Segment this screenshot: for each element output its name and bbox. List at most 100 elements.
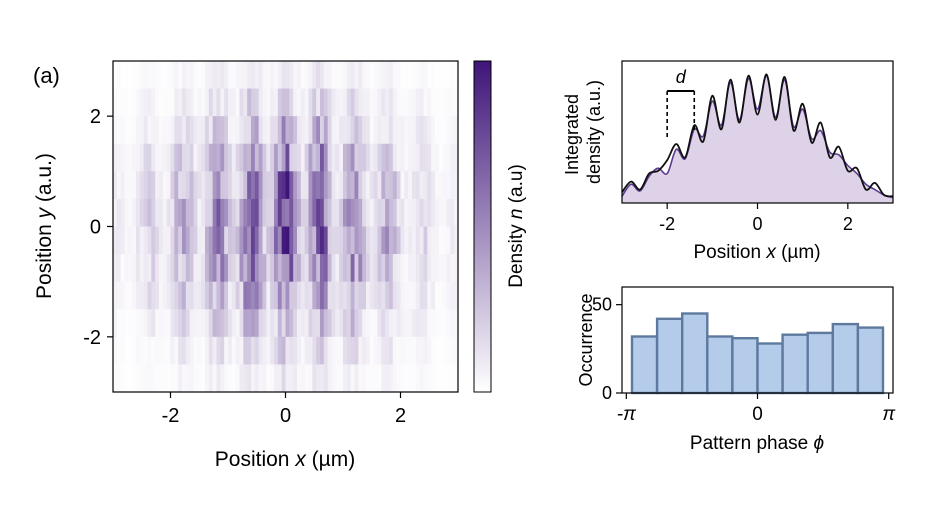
- heatmap-cell: [155, 143, 160, 172]
- heatmap-cell: [415, 254, 421, 283]
- heatmap-cell: [197, 364, 202, 393]
- heatmap-cell: [243, 226, 248, 255]
- heatmap-cell: [431, 198, 436, 227]
- heatmap-cell: [431, 61, 436, 89]
- heatmap-cell: [316, 309, 321, 338]
- heatmap-cell: [408, 171, 413, 200]
- heatmap-cell: [124, 226, 129, 255]
- heatmap-cell: [254, 254, 260, 283]
- heatmap-cell: [346, 171, 352, 200]
- heatmap-cell: [235, 143, 240, 172]
- heatmap-cell: [404, 254, 409, 283]
- heatmap-cell: [281, 143, 286, 172]
- heatmap-cell: [308, 254, 313, 283]
- heatmap-cell: [231, 336, 237, 365]
- heatmap-cell: [270, 281, 275, 310]
- heatmap-cell: [147, 309, 152, 338]
- heatmap-cell: [454, 309, 459, 338]
- heatmap-cell: [385, 88, 390, 117]
- heatmap-cell: [427, 309, 432, 338]
- heatmap-cell: [327, 143, 332, 172]
- heatmap-cell: [189, 88, 194, 117]
- heatmap-cell: [285, 88, 290, 117]
- heatmap-cell: [189, 116, 194, 145]
- heatmap-cell: [205, 171, 210, 200]
- heatmap-cell: [116, 281, 122, 310]
- heatmap-cell: [304, 226, 309, 255]
- heatmap-cell: [293, 281, 298, 310]
- heatmap-cell: [235, 88, 240, 117]
- heatmap-cell: [235, 309, 240, 338]
- heatmap-cell: [415, 309, 421, 338]
- heatmap-cell: [128, 88, 133, 117]
- heatmap-cell: [366, 226, 371, 255]
- heatmap-cell: [289, 281, 294, 310]
- heatmap-cell: [116, 143, 122, 172]
- heatmap-cell: [216, 171, 221, 200]
- heatmap-cell: [155, 309, 160, 338]
- heatmap-cell: [185, 61, 191, 89]
- heatmap-cell: [435, 116, 440, 145]
- heatmap-cell: [446, 309, 451, 338]
- heatmap-cell: [316, 198, 321, 227]
- heatmap-cell: [304, 61, 309, 89]
- heatmap-cell: [231, 171, 237, 200]
- heatmap-cell: [277, 309, 283, 338]
- heatmap-cell: [358, 61, 363, 89]
- heatmap-cell: [385, 336, 390, 365]
- heatmap-cell: [270, 88, 275, 117]
- heatmap-cell: [389, 254, 394, 283]
- heatmap-cell: [262, 336, 267, 365]
- heatmap-cell: [427, 336, 432, 365]
- heatmap-cell: [304, 336, 309, 365]
- heatmap-cell: [239, 309, 244, 338]
- heatmap-cell: [454, 254, 459, 283]
- heatmap-cell: [427, 143, 432, 172]
- heatmap-cell: [113, 309, 118, 338]
- heatmap-cell: [281, 309, 286, 338]
- heatmap-cell: [323, 281, 329, 310]
- heatmap-cell: [224, 254, 229, 283]
- heatmap-cell: [235, 116, 240, 145]
- heatmap-cell: [155, 281, 160, 310]
- heatmap-cell: [381, 198, 386, 227]
- heatmap-cell: [185, 198, 191, 227]
- heatmap-cell: [266, 171, 271, 200]
- heatmap-xtick-label: 0: [280, 405, 291, 427]
- heatmap-cell: [343, 254, 348, 283]
- heatmap-cell: [136, 254, 141, 283]
- heatmap-cell: [266, 143, 271, 172]
- heatmap-cell: [423, 309, 428, 338]
- heatmap-cell: [392, 254, 398, 283]
- heatmap-cell: [166, 88, 171, 117]
- heatmap-cell: [147, 88, 152, 117]
- heatmap-cell: [205, 143, 210, 172]
- heatmap-cell: [182, 88, 187, 117]
- heatmap-cell: [251, 171, 256, 200]
- heatmap-cell: [166, 336, 171, 365]
- heatmap-cell: [389, 226, 394, 255]
- heatmap-cell: [189, 254, 194, 283]
- heatmap-cell: [404, 226, 409, 255]
- heatmap-cell: [205, 88, 210, 117]
- heatmap-cell: [193, 88, 198, 117]
- heatmap-cell: [304, 254, 309, 283]
- heatmap-cell: [366, 336, 371, 365]
- heatmap-cell: [354, 88, 359, 117]
- heatmap-cell: [174, 309, 179, 338]
- heatmap-cell: [120, 254, 125, 283]
- heatmap-cell: [308, 171, 313, 200]
- heatmap-cell: [438, 143, 444, 172]
- heatmap-cell: [124, 281, 129, 310]
- heatmap-cell: [446, 116, 451, 145]
- heatmap-cell: [182, 226, 187, 255]
- histogram-xtick-label: 0: [752, 404, 763, 425]
- heatmap-cell: [423, 61, 428, 89]
- heatmap-cell: [258, 88, 263, 117]
- heatmap-cell: [170, 171, 175, 200]
- heatmap-cell: [373, 171, 378, 200]
- heatmap-cell: [254, 171, 260, 200]
- heatmap-cell: [132, 226, 137, 255]
- heatmap-cell: [396, 364, 401, 393]
- heatmap-cell: [419, 198, 424, 227]
